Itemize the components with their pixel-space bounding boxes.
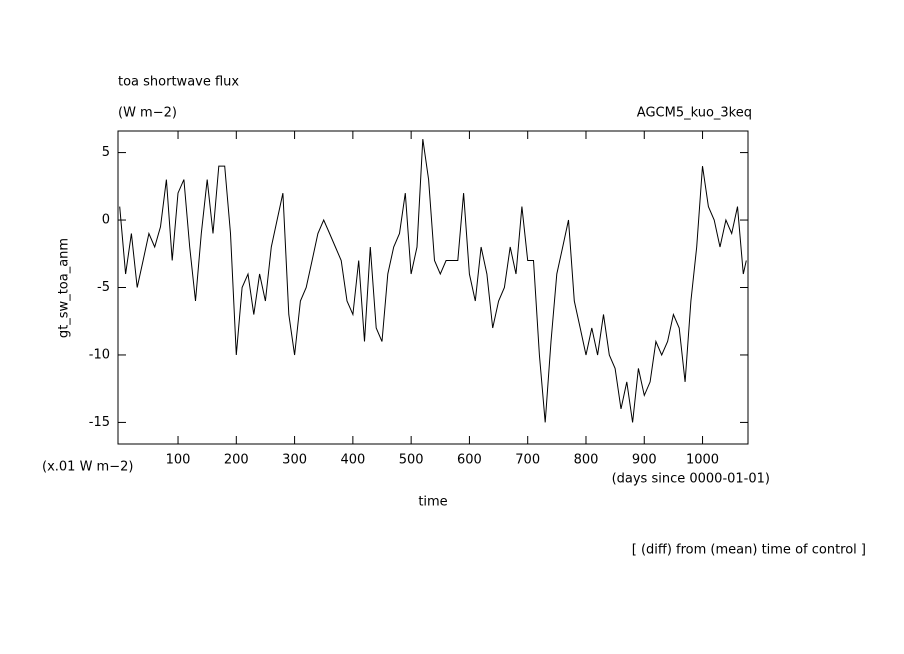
y-units: (x.01 W m−2) [42, 460, 133, 475]
x-tick-label: 1000 [686, 453, 719, 468]
x-tick-label: 200 [224, 453, 249, 468]
x-tick-label: 400 [340, 453, 365, 468]
y-axis-label: gt_sw_toa_anm [57, 238, 72, 338]
chart-subtitle: (W m−2) [118, 106, 177, 121]
x-axis-label: time [418, 495, 447, 510]
note: [ (diff) from (mean) time of control ] [632, 543, 866, 558]
x-units: (days since 0000-01-01) [612, 472, 770, 487]
y-tick-label: 0 [102, 213, 110, 228]
chart-title: toa shortwave flux [118, 75, 239, 90]
y-tick-label: -15 [89, 415, 110, 430]
annotation: AGCM5_kuo_3keq [637, 106, 752, 121]
x-tick-label: 500 [399, 453, 424, 468]
x-tick-label: 700 [515, 453, 540, 468]
x-tick-label: 600 [457, 453, 482, 468]
y-tick-label: 5 [102, 145, 110, 160]
data-line [119, 139, 747, 423]
x-tick-label: 100 [166, 453, 191, 468]
x-tick-label: 900 [632, 453, 657, 468]
x-tick-label: 300 [282, 453, 307, 468]
x-tick-label: 800 [574, 453, 599, 468]
plot-frame [117, 130, 749, 445]
y-tick-label: -10 [89, 347, 110, 362]
y-tick-label: -5 [97, 280, 110, 295]
